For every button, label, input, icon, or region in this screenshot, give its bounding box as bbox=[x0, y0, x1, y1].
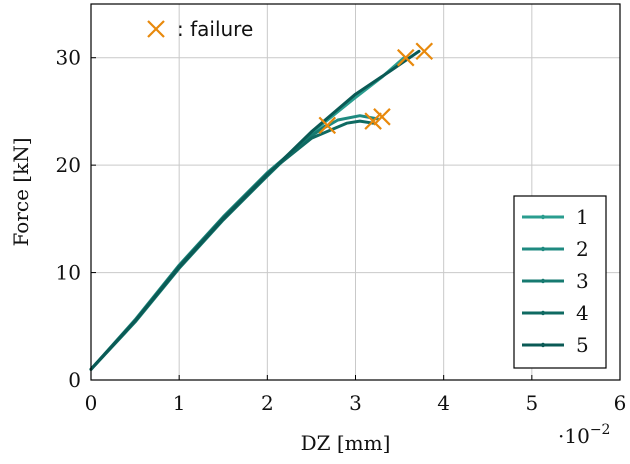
legend-label-4: 4 bbox=[576, 301, 589, 325]
legend-marker-2 bbox=[540, 246, 546, 252]
x-tick-label: 2 bbox=[261, 391, 274, 415]
y-tick-label: 10 bbox=[56, 261, 81, 285]
x-multiplier-base: ·10 bbox=[558, 424, 590, 448]
cross-stroke bbox=[364, 112, 382, 130]
failure-point bbox=[364, 112, 382, 130]
y-tick-label: 0 bbox=[68, 368, 81, 392]
legend: 1 2 3 4 5 bbox=[513, 195, 607, 369]
x-tick-label: 1 bbox=[173, 391, 186, 415]
x-tick-label: 5 bbox=[525, 391, 538, 415]
legend-label-2: 2 bbox=[576, 237, 589, 261]
series-line-4 bbox=[89, 119, 375, 371]
failure-point bbox=[373, 108, 391, 126]
grid bbox=[91, 4, 620, 380]
failure-markers bbox=[318, 42, 434, 135]
cross-stroke bbox=[318, 116, 337, 135]
cross-stroke bbox=[396, 48, 415, 67]
series-line-1 bbox=[89, 56, 406, 371]
x-multiplier: ·10−2 bbox=[558, 422, 610, 448]
y-axis-label: Force [kN] bbox=[9, 137, 33, 246]
x-tick-label: 0 bbox=[85, 391, 98, 415]
x-tick-label: 6 bbox=[614, 391, 627, 415]
series-line-5 bbox=[89, 49, 421, 371]
x-tick-label: 3 bbox=[349, 391, 362, 415]
series-layer bbox=[89, 49, 421, 371]
failure-cross-icon bbox=[147, 20, 165, 38]
x-multiplier-exponent: −2 bbox=[590, 422, 611, 438]
series-line-2 bbox=[89, 114, 379, 371]
failure-point bbox=[415, 42, 434, 61]
tick-labels: 0 1 2 3 4 5 6 0 10 20 30 bbox=[56, 46, 627, 415]
legend-marker-1 bbox=[540, 214, 546, 220]
legend-marker-3 bbox=[540, 278, 546, 284]
x-axis-label: DZ [mm] bbox=[301, 431, 391, 455]
failure-point bbox=[396, 48, 415, 67]
failure-point bbox=[318, 116, 337, 135]
failure-annotation: : failure bbox=[147, 17, 253, 41]
failure-annotation-label: : failure bbox=[177, 17, 253, 41]
failure-marker-icon bbox=[147, 20, 165, 38]
y-tick-label: 30 bbox=[56, 46, 81, 70]
legend-marker-5 bbox=[540, 342, 546, 348]
cross-stroke bbox=[147, 20, 165, 38]
legend-marker-4 bbox=[540, 310, 546, 316]
cross-stroke bbox=[373, 108, 391, 126]
x-tick-label: 4 bbox=[437, 391, 450, 415]
cross-stroke bbox=[415, 42, 434, 61]
legend-label-3: 3 bbox=[576, 269, 589, 293]
legend-label-5: 5 bbox=[576, 333, 589, 357]
legend-label-1: 1 bbox=[576, 205, 589, 229]
y-tick-label: 20 bbox=[56, 153, 81, 177]
